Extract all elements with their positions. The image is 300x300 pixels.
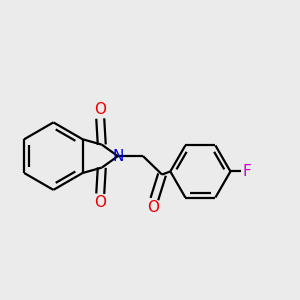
Text: N: N <box>112 148 124 164</box>
Text: F: F <box>243 164 252 179</box>
Text: O: O <box>94 103 106 118</box>
Text: O: O <box>147 200 159 215</box>
Text: O: O <box>94 195 106 210</box>
